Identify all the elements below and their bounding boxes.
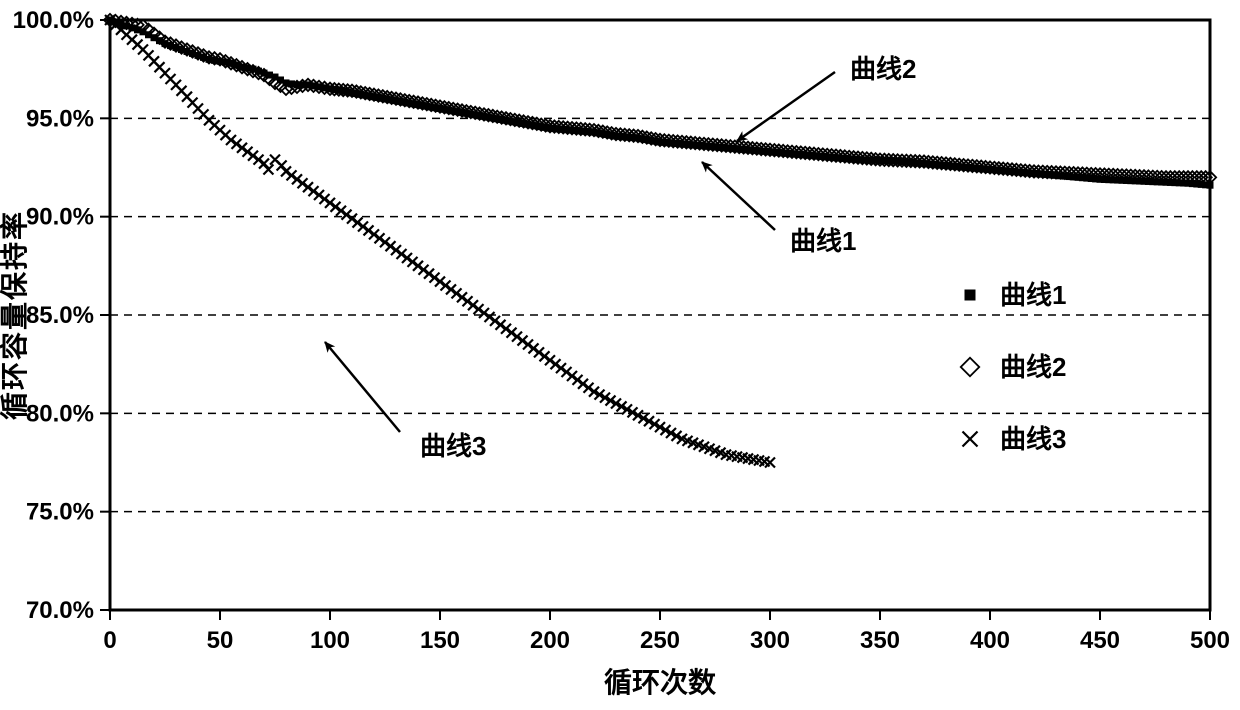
y-tick-label: 80.0% <box>26 400 94 427</box>
annotation-label: 曲线1 <box>790 226 856 256</box>
y-tick-label: 85.0% <box>26 302 94 329</box>
x-tick-label: 450 <box>1080 627 1120 654</box>
y-axis-title: 循环容量保持率 <box>0 210 30 420</box>
x-tick-label: 300 <box>750 627 790 654</box>
x-tick-label: 200 <box>530 627 570 654</box>
y-tick-label: 95.0% <box>26 105 94 132</box>
x-tick-label: 350 <box>860 627 900 654</box>
legend-item-label: 曲线1 <box>1000 280 1066 310</box>
x-tick-label: 0 <box>103 627 116 654</box>
x-tick-label: 150 <box>420 627 460 654</box>
x-axis-title: 循环次数 <box>604 667 717 698</box>
chart-container: 0 50 100 150 200 250 300 350 400 450 500 循环次数 70.0% 7… <box>0 0 1240 710</box>
annotation-label: 曲线3 <box>420 431 486 461</box>
x-tick-label: 500 <box>1190 627 1230 654</box>
x-tick-label: 100 <box>310 627 350 654</box>
y-tick-label: 70.0% <box>26 597 94 624</box>
x-tick-label: 400 <box>970 627 1010 654</box>
y-tick-label: 75.0% <box>26 499 94 526</box>
x-tick-label: 250 <box>640 627 680 654</box>
y-tick-label: 100.0% <box>13 7 94 34</box>
y-tick-label: 90.0% <box>26 204 94 231</box>
annotation-label: 曲线2 <box>850 54 916 84</box>
capacity-retention-chart: 0 50 100 150 200 250 300 350 400 450 500 循环次数 70.0% 7… <box>0 0 1240 710</box>
legend-item-label: 曲线2 <box>1000 352 1066 382</box>
x-tick-label: 50 <box>207 627 234 654</box>
legend-item-label: 曲线3 <box>1000 424 1066 454</box>
